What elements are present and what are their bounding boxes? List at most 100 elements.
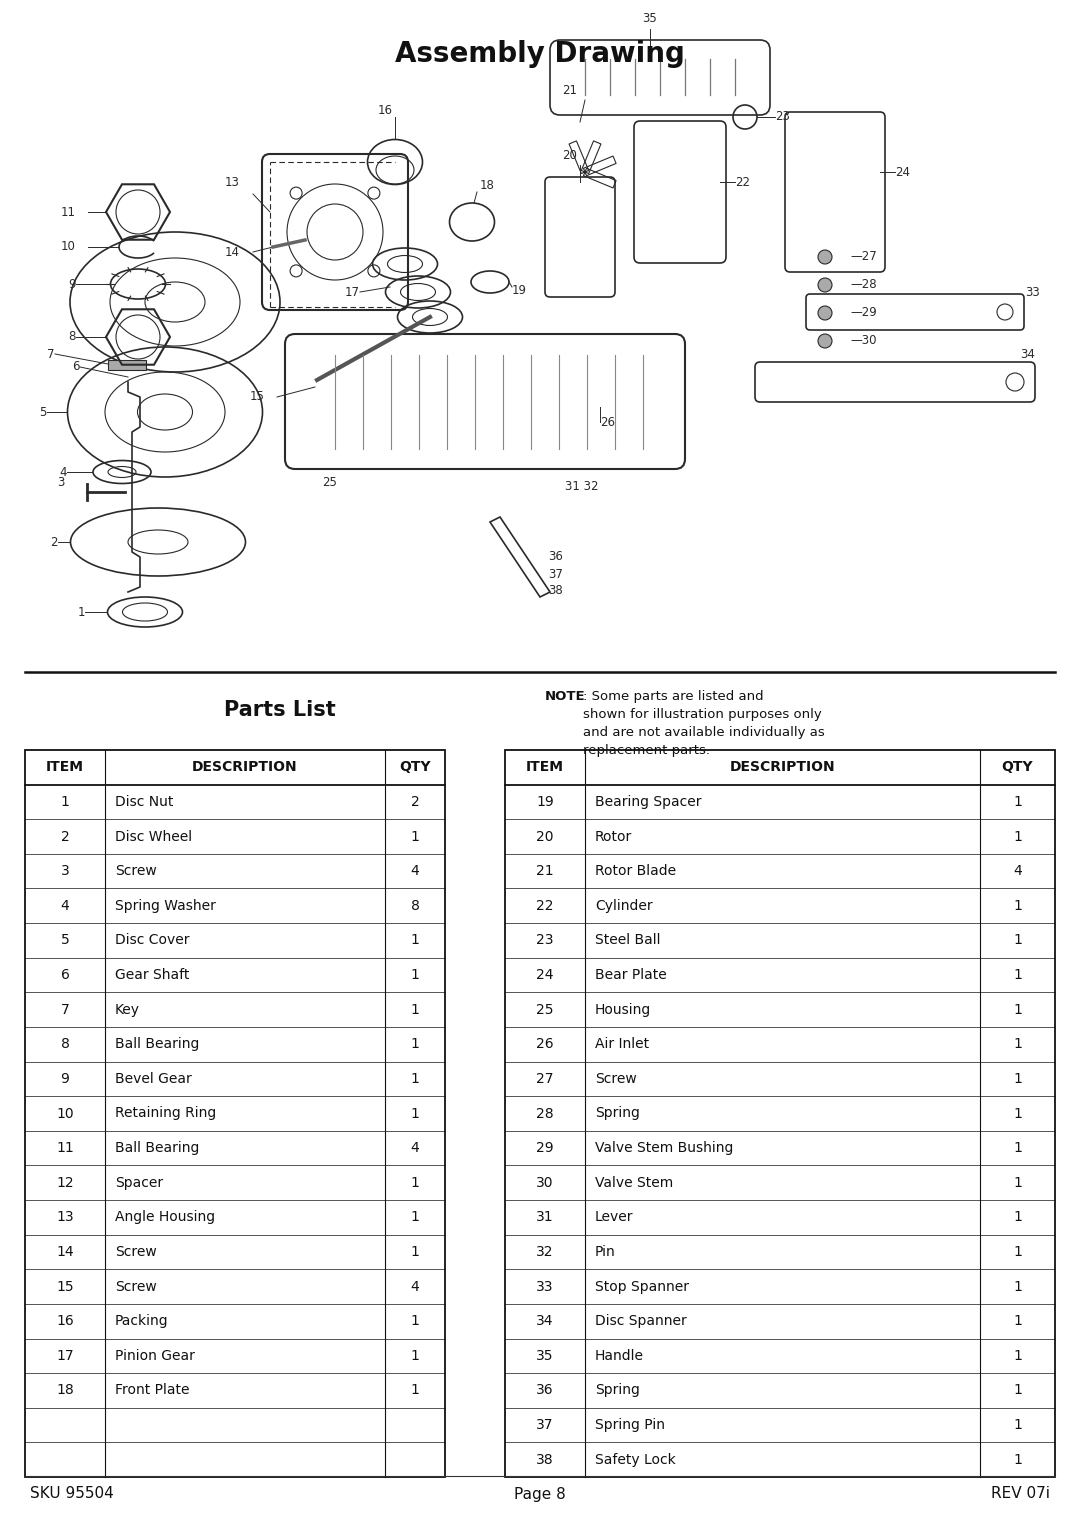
- Text: 34: 34: [1020, 348, 1035, 360]
- Text: 22: 22: [537, 899, 554, 913]
- Text: Spring Pin: Spring Pin: [595, 1419, 665, 1432]
- Text: 34: 34: [537, 1314, 554, 1328]
- Text: —29: —29: [850, 306, 877, 320]
- Text: 1: 1: [410, 1210, 419, 1224]
- Text: Stop Spanner: Stop Spanner: [595, 1279, 689, 1293]
- Text: 17: 17: [345, 285, 360, 299]
- Text: 2: 2: [60, 829, 69, 844]
- Circle shape: [818, 334, 832, 348]
- Text: 1: 1: [410, 1246, 419, 1259]
- Text: 5: 5: [60, 933, 69, 947]
- Text: QTY: QTY: [1001, 760, 1034, 774]
- Text: 21: 21: [563, 84, 578, 97]
- Text: 33: 33: [1025, 285, 1040, 299]
- Text: 18: 18: [480, 179, 495, 192]
- Text: 3: 3: [60, 864, 69, 878]
- Text: 26: 26: [600, 415, 615, 429]
- Text: —30: —30: [850, 334, 877, 348]
- Text: ITEM: ITEM: [46, 760, 84, 774]
- Text: SKU 95504: SKU 95504: [30, 1486, 113, 1501]
- Text: Ball Bearing: Ball Bearing: [114, 1141, 200, 1155]
- Text: 1: 1: [1013, 1279, 1022, 1293]
- Text: 20: 20: [563, 149, 578, 162]
- Text: 11: 11: [60, 205, 76, 219]
- Text: Parts List: Parts List: [225, 700, 336, 720]
- Text: 13: 13: [56, 1210, 73, 1224]
- Text: 9: 9: [68, 277, 76, 291]
- Text: 1: 1: [78, 605, 85, 619]
- Text: 1: 1: [1013, 1072, 1022, 1086]
- Text: QTY: QTY: [400, 760, 431, 774]
- Text: 1: 1: [410, 1037, 419, 1051]
- Text: 33: 33: [537, 1279, 554, 1293]
- Text: Ball Bearing: Ball Bearing: [114, 1037, 200, 1051]
- Text: 4: 4: [410, 1279, 419, 1293]
- Text: 22: 22: [735, 176, 750, 188]
- Text: 3: 3: [57, 475, 65, 489]
- Text: 15: 15: [251, 391, 265, 403]
- Text: 1: 1: [410, 968, 419, 982]
- Text: Packing: Packing: [114, 1314, 168, 1328]
- Text: Valve Stem: Valve Stem: [595, 1175, 673, 1190]
- Text: 1: 1: [1013, 933, 1022, 947]
- Text: NOTE: NOTE: [545, 689, 585, 703]
- Text: Spacer: Spacer: [114, 1175, 163, 1190]
- Text: Safety Lock: Safety Lock: [595, 1452, 676, 1466]
- Text: 28: 28: [536, 1106, 554, 1120]
- Text: Screw: Screw: [114, 1246, 157, 1259]
- Text: 36: 36: [536, 1383, 554, 1397]
- Text: Bevel Gear: Bevel Gear: [114, 1072, 192, 1086]
- Text: 11: 11: [56, 1141, 73, 1155]
- Text: 35: 35: [643, 12, 658, 25]
- Text: 24: 24: [895, 165, 910, 179]
- Text: 14: 14: [56, 1246, 73, 1259]
- Text: —28: —28: [850, 279, 877, 291]
- Text: ITEM: ITEM: [526, 760, 564, 774]
- Text: 1: 1: [1013, 968, 1022, 982]
- Text: Front Plate: Front Plate: [114, 1383, 189, 1397]
- Text: Steel Ball: Steel Ball: [595, 933, 661, 947]
- Text: 27: 27: [537, 1072, 554, 1086]
- Circle shape: [818, 250, 832, 264]
- Text: 24: 24: [537, 968, 554, 982]
- Text: DESCRIPTION: DESCRIPTION: [730, 760, 835, 774]
- Text: 18: 18: [56, 1383, 73, 1397]
- Text: 1: 1: [1013, 1383, 1022, 1397]
- Text: Screw: Screw: [595, 1072, 637, 1086]
- Circle shape: [818, 277, 832, 293]
- Text: 1: 1: [1013, 1106, 1022, 1120]
- Text: 1: 1: [1013, 1002, 1022, 1017]
- Text: 31 32: 31 32: [565, 481, 598, 493]
- Bar: [25, 751, 445, 1477]
- Text: 1: 1: [1013, 795, 1022, 809]
- Text: 7: 7: [60, 1002, 69, 1017]
- Text: 6: 6: [72, 360, 80, 374]
- Text: 1: 1: [1013, 1037, 1022, 1051]
- Text: 4: 4: [1013, 864, 1022, 878]
- Text: 10: 10: [62, 241, 76, 253]
- Bar: [505, 751, 1055, 1477]
- Text: DESCRIPTION: DESCRIPTION: [192, 760, 298, 774]
- Text: 38: 38: [536, 1452, 554, 1466]
- Text: Screw: Screw: [114, 864, 157, 878]
- Text: Pin: Pin: [595, 1246, 616, 1259]
- Text: 35: 35: [537, 1348, 554, 1363]
- Text: Pinion Gear: Pinion Gear: [114, 1348, 194, 1363]
- Text: 1: 1: [410, 1175, 419, 1190]
- Text: Spring: Spring: [595, 1383, 639, 1397]
- Text: Disc Wheel: Disc Wheel: [114, 829, 192, 844]
- Text: 1: 1: [410, 1002, 419, 1017]
- Text: 5: 5: [40, 406, 48, 418]
- Text: 19: 19: [512, 283, 527, 297]
- Text: 1: 1: [410, 829, 419, 844]
- Text: 23: 23: [775, 110, 789, 124]
- Text: 12: 12: [56, 1175, 73, 1190]
- Text: 25: 25: [323, 475, 337, 489]
- Text: 1: 1: [1013, 1246, 1022, 1259]
- Text: 19: 19: [536, 795, 554, 809]
- Text: 25: 25: [537, 1002, 554, 1017]
- Text: 1: 1: [1013, 1419, 1022, 1432]
- Text: 1: 1: [1013, 1210, 1022, 1224]
- Text: —27: —27: [850, 251, 877, 264]
- Text: Valve Stem Bushing: Valve Stem Bushing: [595, 1141, 733, 1155]
